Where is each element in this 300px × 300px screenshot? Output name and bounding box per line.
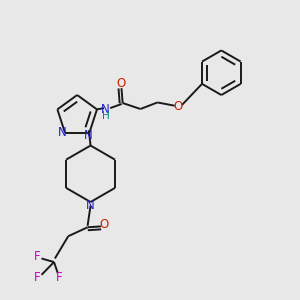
Text: O: O [99,218,109,231]
Text: H: H [102,111,110,121]
Text: F: F [34,250,40,263]
Text: N: N [100,103,109,116]
Text: F: F [34,271,40,284]
Text: N: N [83,129,92,142]
Text: O: O [117,77,126,90]
Text: O: O [174,100,183,113]
Text: F: F [56,271,63,284]
Text: N: N [58,126,67,139]
Text: N: N [86,200,95,212]
